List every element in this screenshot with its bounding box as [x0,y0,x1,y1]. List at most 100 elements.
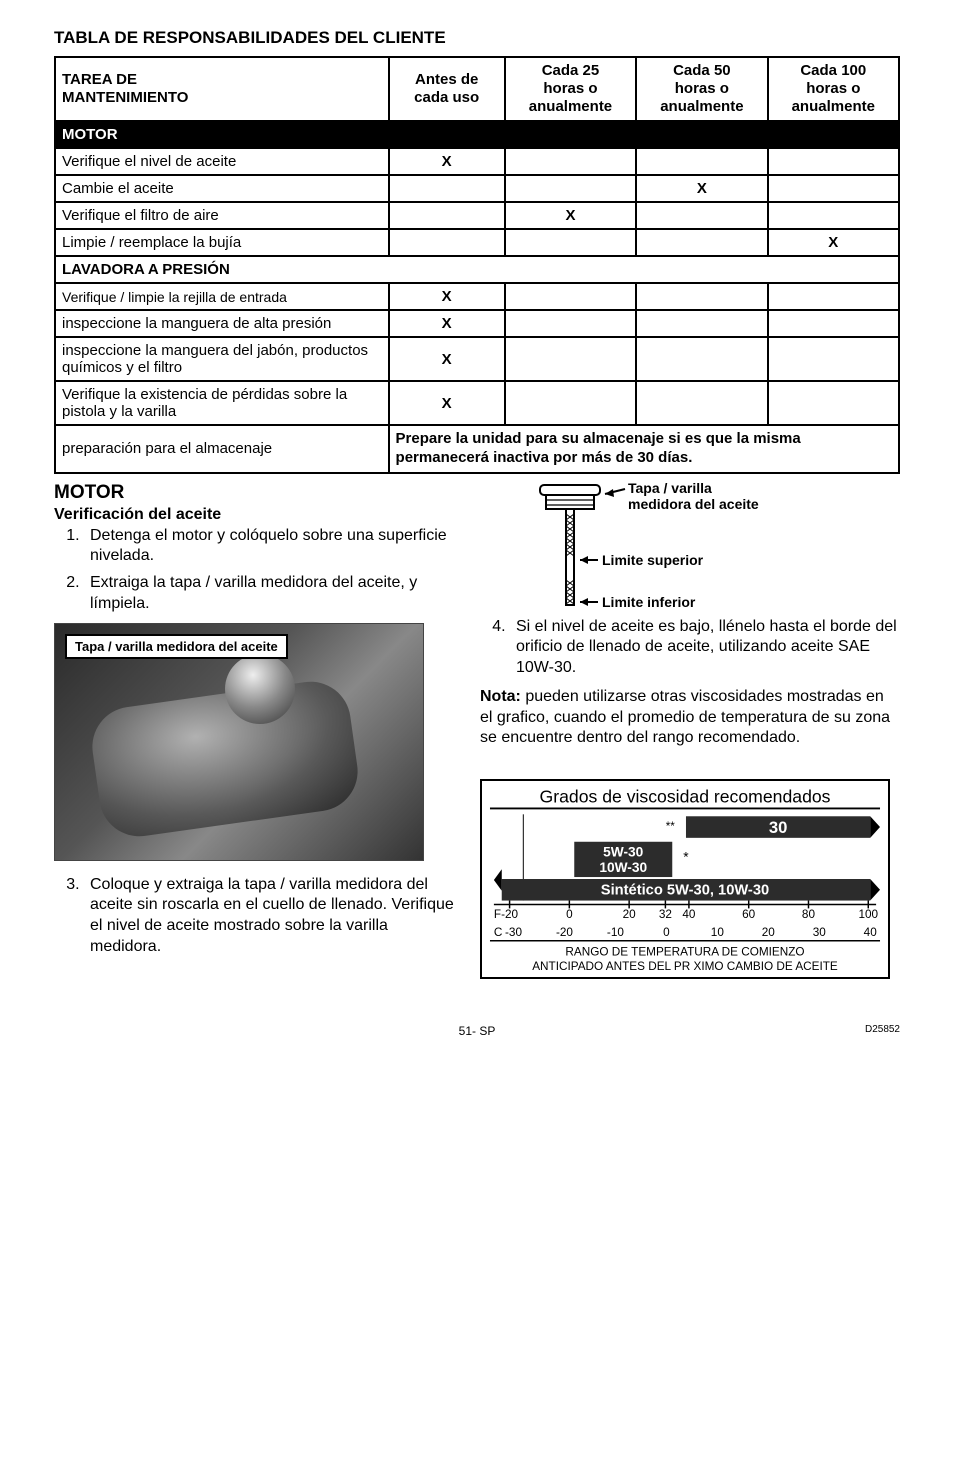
nota-paragraph: Nota: pueden utilizarse otras viscosidad… [480,687,900,749]
visc-c-tick: 40 [864,926,878,939]
photo-caption: Tapa / varilla medidora del aceite [65,634,288,659]
th-col-0: Antes de cada uso [389,57,505,121]
table-row: Verifique el nivel de aceite X [55,148,899,175]
visc-f-tick: -20 [501,908,518,921]
page-footer: 51- SP D25852 [54,1024,900,1038]
table-row: inspeccione la manguera del jabón, produ… [55,337,899,381]
cell-mark [505,229,636,256]
visc-30-label: 30 [769,818,788,837]
visc-asterisk-label: * [683,850,689,865]
visc-f-tick: 80 [802,908,816,921]
cell-mark: X [389,283,505,310]
cell-mark [505,310,636,337]
cell-mark [768,337,899,381]
cell-mark: X [505,202,636,229]
cell-mark [768,283,899,310]
cell-mark [768,175,899,202]
prep-note: Prepare la unidad para su almacenaje si … [389,425,899,473]
dipstick-lower-label: Limite inferior [602,594,695,610]
verificacion-heading: Verificación del aceite [54,506,454,524]
nota-label: Nota: [480,688,521,705]
visc-c-prefix: C [494,926,503,939]
cell-label: Cambie el aceite [55,175,389,202]
cell-mark [505,381,636,425]
cell-mark [636,283,767,310]
footer-page-number: 51- SP [54,1024,900,1038]
cell-mark [768,202,899,229]
cell-label: inspeccione la manguera del jabón, produ… [55,337,389,381]
list-item: Si el nivel de aceite es bajo, llénelo h… [510,617,900,679]
visc-footer-1: RANGO DE TEMPERATURA DE COMIENZO [565,946,804,959]
visc-c-tick: -10 [607,926,624,939]
cell-mark [389,175,505,202]
list-item: Extraiga la tapa / varilla medidora del … [84,573,454,615]
cell-label: Verifique el nivel de aceite [55,148,389,175]
visc-c-tick: 20 [762,926,776,939]
cell-label: Verifique el filtro de aire [55,202,389,229]
cell-mark: X [389,337,505,381]
cell-mark [505,175,636,202]
visc-asterisks-label: ** [666,820,676,833]
steps-list-left: Detenga el motor y colóquelo sobre una s… [54,526,454,615]
visc-f-tick: 60 [742,908,756,921]
visc-footer-2: ANTICIPADO ANTES DEL PR XIMO CAMBIO DE A… [532,960,838,973]
cell-mark: X [636,175,767,202]
cell-mark: X [389,381,505,425]
th-col-2: Cada 50 horas o anualmente [636,57,767,121]
table-title: TABLA DE RESPONSABILIDADES DEL CLIENTE [54,28,900,48]
cell-label: inspeccione la manguera de alta presión [55,310,389,337]
dipstick-cap-label: Tapa / varilla medidora del aceite [628,480,778,512]
cell-mark [636,381,767,425]
visc-f-tick: 100 [858,908,878,921]
cell-label: preparación para el almacenaje [55,425,389,473]
cell-mark: X [389,148,505,175]
cell-mark [389,229,505,256]
visc-5w-label: 5W-30 [603,845,644,860]
visc-title-text: Grados de viscosidad recomendados [540,787,831,807]
cell-mark [636,229,767,256]
viscosity-chart: Grados de viscosidad recomendados 30 ** … [480,779,890,984]
motor-section-header: MOTOR [55,121,899,148]
cell-mark: X [389,310,505,337]
nota-text: pueden utilizarse otras viscosidades mos… [480,688,890,747]
steps-list-left-cont: Coloque y extraiga la tapa / varilla med… [54,875,454,958]
cell-label: Verifique la existencia de pérdidas sobr… [55,381,389,425]
footer-doc-id: D25852 [865,1024,900,1035]
oil-cap-photo: Tapa / varilla medidora del aceite [54,623,424,861]
visc-c-tick: -30 [505,926,522,939]
cell-mark [768,310,899,337]
cell-mark [768,381,899,425]
visc-f-tick: 40 [682,908,696,921]
visc-c-tick: 0 [663,926,670,939]
list-item: Detenga el motor y colóquelo sobre una s… [84,526,454,568]
visc-f-tick: 32 [659,908,672,921]
table-row: Limpie / reemplace la bujía X [55,229,899,256]
th-col-1: Cada 25 horas o anualmente [505,57,636,121]
visc-10w-label: 10W-30 [599,860,647,875]
visc-c-tick: 10 [711,926,725,939]
th-col-3: Cada 100 horas o anualmente [768,57,899,121]
visc-c-tick: 30 [813,926,827,939]
lavadora-section-header: LAVADORA A PRESIÓN [55,256,899,283]
visc-f-prefix: F [494,908,501,921]
dipstick-diagram: Tapa / varilla medidora del aceite Limit… [480,480,860,615]
responsibilities-table: TAREA DE MANTENIMIENTO Antes de cada uso… [54,56,900,474]
visc-syn-label: Sintético 5W-30, 10W-30 [601,883,769,899]
cell-mark: X [768,229,899,256]
cell-mark [636,148,767,175]
list-item: Coloque y extraiga la tapa / varilla med… [84,875,454,958]
table-row: Cambie el aceite X [55,175,899,202]
visc-f-tick: 20 [623,908,637,921]
cell-mark [768,148,899,175]
cell-mark [636,337,767,381]
motor-heading: MOTOR [54,482,454,504]
visc-f-tick: 0 [566,908,573,921]
cell-label: Limpie / reemplace la bujía [55,229,389,256]
cell-mark [636,310,767,337]
cell-label: Verifique / limpie la rejilla de entrada [55,283,389,310]
cell-mark [505,337,636,381]
table-row: Verifique / limpie la rejilla de entrada… [55,283,899,310]
steps-list-right: Si el nivel de aceite es bajo, llénelo h… [480,617,900,679]
table-row: Verifique la existencia de pérdidas sobr… [55,381,899,425]
cell-mark [636,202,767,229]
